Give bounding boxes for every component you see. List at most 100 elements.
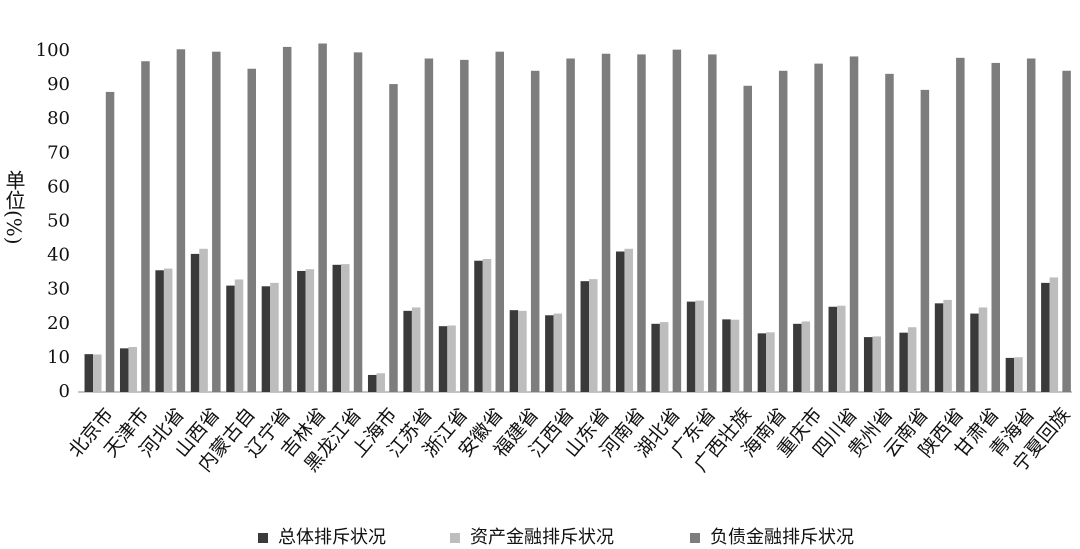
bar (956, 57, 965, 392)
bar (1049, 277, 1059, 392)
bar (247, 68, 257, 393)
bar (580, 281, 590, 392)
y-tick-label: 100 (36, 40, 70, 61)
y-tick-label: 70 (47, 142, 70, 163)
bar (460, 59, 469, 393)
bar (624, 248, 633, 392)
bar (226, 285, 235, 392)
bar (341, 264, 350, 392)
bar (545, 315, 554, 392)
bar (615, 251, 625, 392)
bar (282, 46, 292, 393)
legend-label: 资产金融排斥状况 (470, 527, 614, 548)
y-tick-label: 60 (47, 176, 70, 197)
bar (589, 279, 598, 392)
bar (389, 84, 398, 393)
y-tick-label: 90 (47, 74, 70, 95)
bar (934, 303, 944, 392)
legend-label: 负债金融排斥状况 (710, 527, 854, 548)
bar (885, 73, 894, 393)
bar (353, 52, 363, 392)
bar (766, 332, 775, 392)
bar (757, 333, 767, 392)
bar (518, 310, 527, 392)
bar (1005, 357, 1015, 392)
bar (119, 348, 129, 392)
bar (367, 374, 377, 392)
bar (530, 70, 540, 392)
bar (332, 264, 342, 392)
y-tick-label: 40 (47, 245, 70, 266)
y-tick-label: 0 (59, 381, 70, 402)
bar (1014, 357, 1023, 392)
bar (411, 307, 421, 392)
y-tick-label: 80 (47, 108, 70, 129)
bar (141, 61, 150, 392)
bar (637, 54, 646, 392)
bar (176, 49, 186, 393)
y-tick-label: 50 (47, 211, 70, 232)
bar (234, 279, 244, 392)
bar (743, 85, 753, 393)
bar (128, 346, 137, 392)
bar (305, 269, 315, 392)
bar (651, 323, 660, 392)
bar (212, 51, 221, 392)
bar (93, 354, 102, 392)
bar (163, 268, 173, 392)
y-tick-label: 20 (47, 313, 70, 334)
bar (872, 336, 881, 392)
bar (970, 313, 979, 392)
bar (553, 313, 563, 392)
bar (828, 306, 838, 392)
bar (849, 56, 859, 393)
bar (297, 270, 306, 392)
bar (695, 300, 704, 392)
bar (793, 323, 802, 392)
bar (105, 91, 115, 393)
legend-label: 总体排斥状况 (278, 527, 386, 548)
bar (659, 322, 669, 392)
bar (261, 286, 271, 392)
bar (672, 49, 682, 393)
bar (318, 43, 327, 393)
bar (403, 310, 412, 392)
bar (447, 325, 456, 392)
bar (438, 326, 448, 392)
bar (708, 54, 717, 392)
bar (1026, 58, 1036, 392)
bar (801, 321, 811, 392)
bar (943, 299, 952, 392)
bar (199, 248, 208, 392)
bar (495, 51, 505, 392)
bar (482, 259, 492, 392)
legend-swatch (690, 533, 700, 543)
bar (978, 307, 988, 392)
bar (863, 337, 873, 392)
bar (190, 253, 200, 392)
bar (991, 62, 1001, 393)
bar (270, 282, 279, 392)
bar (1062, 70, 1071, 392)
y-axis-label: 单位(%) (2, 170, 26, 245)
bar (730, 319, 740, 392)
bar (509, 310, 519, 392)
bar (722, 319, 731, 392)
bar (84, 354, 94, 392)
legend-swatch (450, 533, 460, 543)
y-tick-label: 30 (47, 279, 70, 300)
bar (920, 89, 930, 393)
bar (778, 70, 788, 392)
bar (376, 373, 385, 392)
y-tick-label: 10 (47, 347, 70, 368)
bar (837, 305, 846, 392)
bar (907, 327, 917, 392)
bar (566, 58, 575, 392)
bar (601, 53, 611, 393)
bar (155, 270, 164, 392)
bar (899, 332, 908, 392)
bar (424, 58, 434, 392)
bar (474, 260, 483, 392)
legend-swatch (258, 533, 268, 543)
